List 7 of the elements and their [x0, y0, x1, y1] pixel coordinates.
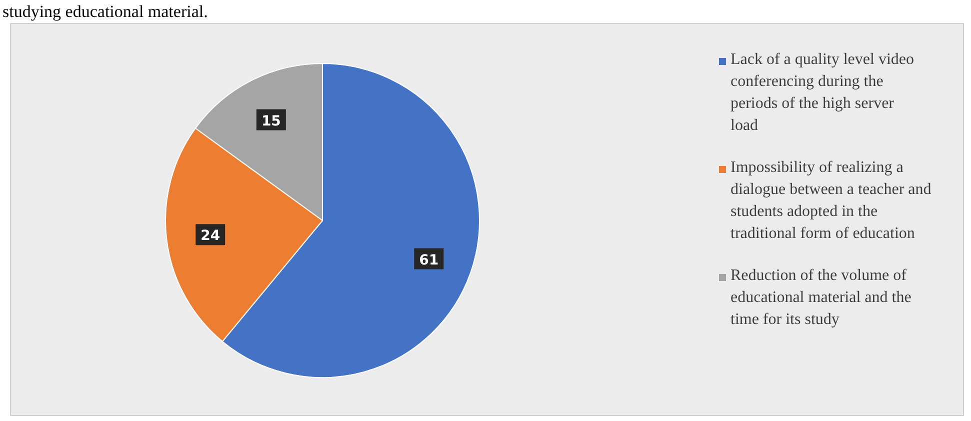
legend-label: Reduction of the volume of educational material and the time for its study — [730, 267, 912, 328]
legend-label: Impossibility of realizing a dialogue between a teacher and students adopted in the traditional form of education — [730, 159, 932, 242]
data-label: 15 — [261, 113, 281, 130]
data-label: 24 — [200, 228, 220, 244]
data-label: 61 — [419, 252, 439, 268]
text: studying educational material. — [2, 2, 208, 21]
legend-label: Lack of a quality level video conferencing during the periods of the high server load — [730, 51, 914, 134]
